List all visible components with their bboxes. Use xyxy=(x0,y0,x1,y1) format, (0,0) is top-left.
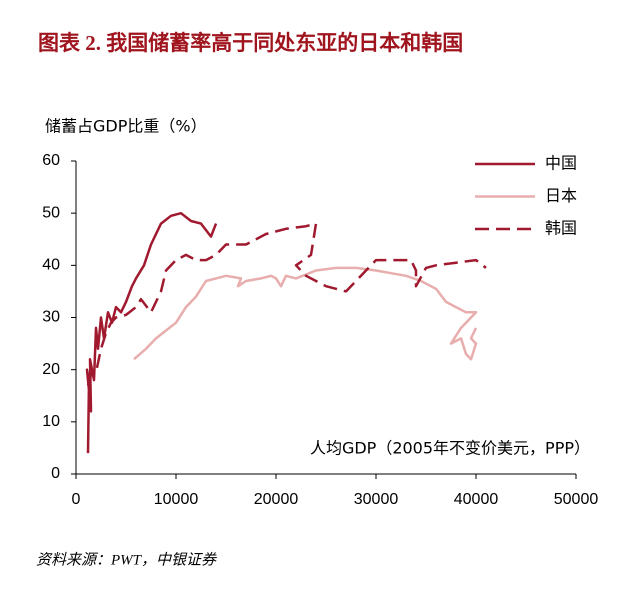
legend-label: 韩国 xyxy=(545,219,577,238)
y-tick-label: 40 xyxy=(42,257,60,274)
series-line xyxy=(85,211,218,454)
series-line xyxy=(133,266,478,361)
x-tick-label: 40000 xyxy=(454,491,499,508)
legend-label: 日本 xyxy=(545,186,577,205)
x-tick-label: 20000 xyxy=(254,491,299,508)
y-tick-label: 10 xyxy=(42,413,60,430)
x-tick-label: 50000 xyxy=(554,491,599,508)
y-tick-label: 60 xyxy=(42,152,60,169)
chart-title: 图表 2. 我国储蓄率高于同处东亚的日本和韩国 xyxy=(38,31,463,55)
y-tick-label: 20 xyxy=(42,361,60,378)
y-tick-label: 30 xyxy=(42,309,60,326)
y-tick-label: 50 xyxy=(42,204,60,221)
x-tick-label: 10000 xyxy=(154,491,199,508)
x-tick-label: 0 xyxy=(72,491,81,508)
source: 资料来源：PWT，中银证券 xyxy=(36,551,217,568)
y-tick-label: 0 xyxy=(51,465,60,482)
legend-label: 中国 xyxy=(545,154,577,173)
series-line xyxy=(86,222,487,386)
x-tick-label: 30000 xyxy=(354,491,399,508)
y-axis-label: 储蓄占GDP比重（%） xyxy=(45,117,207,136)
x-axis-label: 人均GDP（2005年不变价美元，PPP） xyxy=(310,439,590,458)
